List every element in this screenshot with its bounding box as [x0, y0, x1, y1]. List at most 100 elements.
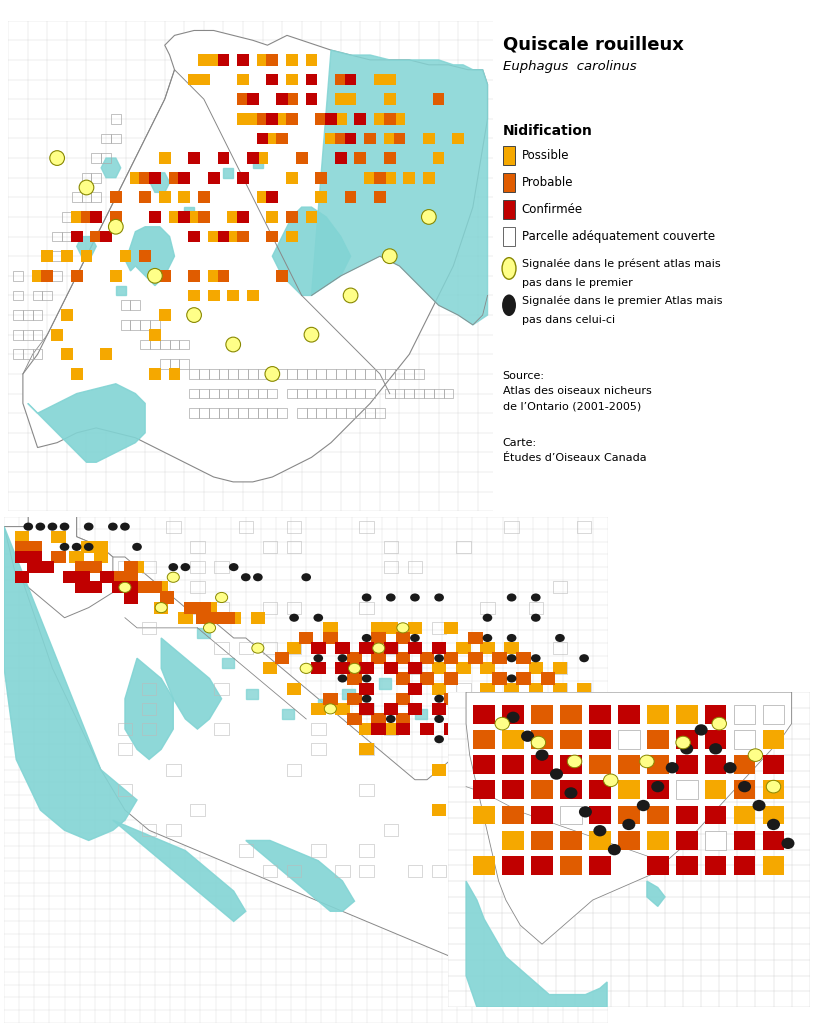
Bar — [676, 806, 698, 824]
Bar — [160, 592, 174, 603]
Circle shape — [767, 819, 780, 831]
Bar — [359, 662, 374, 675]
Bar — [734, 705, 755, 723]
Bar — [473, 730, 495, 749]
Bar — [189, 369, 199, 379]
Bar — [502, 856, 524, 875]
Bar — [33, 271, 43, 281]
Bar — [355, 388, 365, 399]
Bar — [552, 683, 567, 694]
Bar — [316, 369, 326, 379]
Bar — [306, 73, 317, 86]
Bar — [72, 192, 81, 202]
Bar — [344, 93, 357, 105]
Circle shape — [148, 269, 162, 283]
Bar — [238, 643, 253, 654]
Bar — [434, 388, 444, 399]
Bar — [81, 211, 92, 223]
Bar — [316, 113, 327, 125]
Bar — [311, 702, 326, 715]
Bar — [326, 113, 337, 125]
Bar — [189, 408, 199, 418]
Bar — [90, 211, 102, 223]
Polygon shape — [246, 689, 258, 698]
Bar — [734, 755, 755, 774]
Bar — [346, 408, 355, 418]
Bar — [734, 856, 755, 875]
Bar — [297, 369, 307, 379]
Circle shape — [676, 737, 690, 749]
Polygon shape — [318, 698, 330, 709]
Bar — [529, 702, 543, 715]
Bar — [444, 388, 453, 399]
Bar — [480, 683, 495, 694]
Bar — [112, 571, 126, 584]
Circle shape — [766, 780, 781, 793]
Bar — [375, 408, 385, 418]
Bar — [384, 561, 398, 573]
Bar — [190, 601, 205, 614]
Bar — [347, 652, 362, 664]
Bar — [316, 191, 327, 204]
Circle shape — [483, 634, 492, 643]
Bar — [178, 191, 190, 204]
Bar — [531, 831, 553, 849]
Bar — [384, 723, 398, 735]
Bar — [589, 730, 611, 749]
Bar — [121, 301, 131, 310]
Circle shape — [483, 715, 492, 723]
Circle shape — [603, 725, 613, 733]
Bar — [432, 683, 446, 694]
Circle shape — [459, 735, 468, 744]
Bar — [577, 683, 591, 694]
Bar — [432, 763, 446, 776]
Bar — [23, 330, 33, 340]
Bar — [468, 632, 483, 644]
Bar — [335, 93, 347, 105]
Bar — [456, 702, 470, 715]
Bar — [159, 340, 169, 349]
Circle shape — [362, 675, 372, 683]
Bar — [395, 713, 410, 725]
Bar — [473, 755, 495, 774]
Circle shape — [483, 755, 492, 763]
Bar — [531, 780, 553, 800]
Circle shape — [338, 654, 347, 662]
Circle shape — [580, 735, 589, 744]
Bar — [560, 831, 582, 849]
Bar — [395, 652, 410, 664]
Bar — [395, 723, 410, 735]
Bar — [335, 865, 349, 877]
Bar — [257, 369, 267, 379]
Bar — [81, 212, 91, 222]
Bar — [676, 730, 698, 749]
Circle shape — [109, 219, 123, 234]
Bar — [704, 705, 727, 723]
Bar — [359, 683, 374, 694]
Bar — [142, 622, 156, 634]
Bar — [408, 622, 423, 634]
Bar — [209, 388, 219, 399]
Bar — [149, 328, 161, 341]
Bar — [347, 672, 362, 685]
Bar — [395, 369, 404, 379]
Bar — [178, 171, 190, 184]
Circle shape — [50, 151, 64, 165]
Circle shape — [502, 257, 516, 279]
Bar — [53, 231, 62, 242]
Bar — [101, 153, 111, 163]
Bar — [359, 702, 374, 715]
Bar — [100, 230, 112, 243]
Circle shape — [226, 337, 241, 352]
Bar — [364, 171, 376, 184]
Bar — [704, 755, 727, 774]
Bar — [32, 270, 44, 282]
Bar — [502, 755, 524, 774]
Bar — [505, 643, 519, 654]
Bar — [384, 643, 398, 654]
Bar — [124, 582, 138, 593]
Bar — [432, 662, 446, 675]
Bar — [142, 683, 156, 694]
Bar — [130, 561, 145, 573]
Bar — [516, 652, 531, 664]
